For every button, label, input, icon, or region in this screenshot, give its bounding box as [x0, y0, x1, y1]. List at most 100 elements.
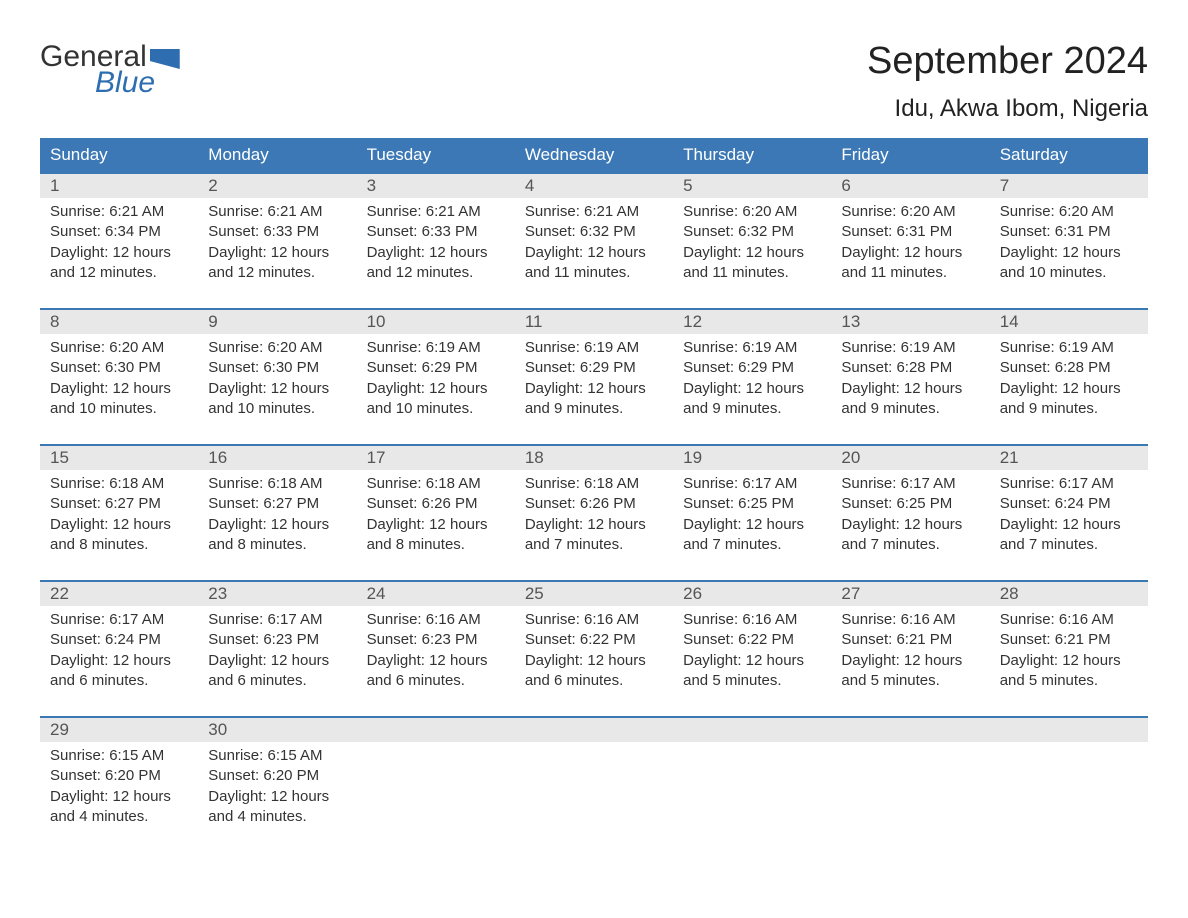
sunrise-text: Sunrise: 6:18 AM [367, 474, 505, 494]
sunset-text: Sunset: 6:34 PM [50, 222, 188, 242]
sunset-text: Sunset: 6:23 PM [367, 630, 505, 650]
sunset-text: Sunset: 6:28 PM [1000, 358, 1138, 378]
day-cell: Sunrise: 6:18 AMSunset: 6:27 PMDaylight:… [198, 470, 356, 580]
day-cell: Sunrise: 6:18 AMSunset: 6:27 PMDaylight:… [40, 470, 198, 580]
sunrise-text: Sunrise: 6:18 AM [50, 474, 188, 494]
daylight-text-2: and 4 minutes. [50, 807, 188, 827]
week-row: 22232425262728Sunrise: 6:17 AMSunset: 6:… [40, 580, 1148, 716]
sunset-text: Sunset: 6:21 PM [841, 630, 979, 650]
sunset-text: Sunset: 6:31 PM [841, 222, 979, 242]
daylight-text-2: and 8 minutes. [50, 535, 188, 555]
day-number-row: 891011121314 [40, 310, 1148, 334]
daylight-text-2: and 11 minutes. [841, 263, 979, 283]
sunrise-text: Sunrise: 6:17 AM [683, 474, 821, 494]
sunset-text: Sunset: 6:24 PM [50, 630, 188, 650]
day-number: 25 [515, 582, 673, 606]
day-content-row: Sunrise: 6:18 AMSunset: 6:27 PMDaylight:… [40, 470, 1148, 580]
daylight-text-1: Daylight: 12 hours [525, 651, 663, 671]
day-number: 5 [673, 174, 831, 198]
daylight-text-2: and 11 minutes. [683, 263, 821, 283]
day-number: 14 [990, 310, 1148, 334]
daylight-text-2: and 8 minutes. [367, 535, 505, 555]
daylight-text-1: Daylight: 12 hours [367, 515, 505, 535]
daylight-text-2: and 9 minutes. [683, 399, 821, 419]
day-cell [831, 742, 989, 852]
sunrise-text: Sunrise: 6:21 AM [367, 202, 505, 222]
daylight-text-2: and 6 minutes. [50, 671, 188, 691]
weekday-tue: Tuesday [357, 138, 515, 172]
day-cell: Sunrise: 6:20 AMSunset: 6:31 PMDaylight:… [831, 198, 989, 308]
daylight-text-2: and 9 minutes. [525, 399, 663, 419]
day-number: 26 [673, 582, 831, 606]
day-number [990, 718, 1148, 742]
header: General Blue September 2024 Idu, Akwa Ib… [40, 40, 1148, 123]
sunset-text: Sunset: 6:30 PM [208, 358, 346, 378]
day-number: 17 [357, 446, 515, 470]
day-number: 16 [198, 446, 356, 470]
weekday-mon: Monday [198, 138, 356, 172]
sunset-text: Sunset: 6:33 PM [367, 222, 505, 242]
daylight-text-1: Daylight: 12 hours [841, 379, 979, 399]
day-number: 11 [515, 310, 673, 334]
day-number: 22 [40, 582, 198, 606]
day-cell: Sunrise: 6:15 AMSunset: 6:20 PMDaylight:… [40, 742, 198, 852]
day-number: 19 [673, 446, 831, 470]
day-number-row: 22232425262728 [40, 582, 1148, 606]
sunset-text: Sunset: 6:25 PM [841, 494, 979, 514]
weekday-fri: Friday [831, 138, 989, 172]
day-number: 20 [831, 446, 989, 470]
sunset-text: Sunset: 6:31 PM [1000, 222, 1138, 242]
daylight-text-2: and 5 minutes. [1000, 671, 1138, 691]
day-number: 28 [990, 582, 1148, 606]
sunset-text: Sunset: 6:30 PM [50, 358, 188, 378]
sunrise-text: Sunrise: 6:16 AM [841, 610, 979, 630]
day-number: 15 [40, 446, 198, 470]
sunrise-text: Sunrise: 6:21 AM [208, 202, 346, 222]
day-number: 2 [198, 174, 356, 198]
sunset-text: Sunset: 6:23 PM [208, 630, 346, 650]
daylight-text-1: Daylight: 12 hours [50, 243, 188, 263]
daylight-text-1: Daylight: 12 hours [841, 243, 979, 263]
day-cell [990, 742, 1148, 852]
day-cell: Sunrise: 6:17 AMSunset: 6:23 PMDaylight:… [198, 606, 356, 716]
daylight-text-1: Daylight: 12 hours [525, 243, 663, 263]
day-number: 1 [40, 174, 198, 198]
day-cell: Sunrise: 6:16 AMSunset: 6:23 PMDaylight:… [357, 606, 515, 716]
day-content-row: Sunrise: 6:15 AMSunset: 6:20 PMDaylight:… [40, 742, 1148, 852]
day-number: 6 [831, 174, 989, 198]
sunset-text: Sunset: 6:29 PM [683, 358, 821, 378]
daylight-text-2: and 7 minutes. [683, 535, 821, 555]
daylight-text-1: Daylight: 12 hours [1000, 379, 1138, 399]
day-cell [673, 742, 831, 852]
daylight-text-1: Daylight: 12 hours [1000, 651, 1138, 671]
daylight-text-1: Daylight: 12 hours [683, 515, 821, 535]
sunrise-text: Sunrise: 6:16 AM [367, 610, 505, 630]
day-number-row: 2930 [40, 718, 1148, 742]
day-cell [515, 742, 673, 852]
daylight-text-1: Daylight: 12 hours [50, 379, 188, 399]
daylight-text-1: Daylight: 12 hours [683, 243, 821, 263]
day-content-row: Sunrise: 6:17 AMSunset: 6:24 PMDaylight:… [40, 606, 1148, 716]
sunrise-text: Sunrise: 6:19 AM [683, 338, 821, 358]
day-number: 10 [357, 310, 515, 334]
day-cell: Sunrise: 6:19 AMSunset: 6:28 PMDaylight:… [831, 334, 989, 444]
daylight-text-2: and 7 minutes. [841, 535, 979, 555]
daylight-text-2: and 5 minutes. [841, 671, 979, 691]
day-number [831, 718, 989, 742]
day-cell: Sunrise: 6:21 AMSunset: 6:33 PMDaylight:… [357, 198, 515, 308]
sunset-text: Sunset: 6:24 PM [1000, 494, 1138, 514]
weekday-sun: Sunday [40, 138, 198, 172]
logo: General Blue [40, 40, 180, 100]
sunrise-text: Sunrise: 6:20 AM [50, 338, 188, 358]
sunrise-text: Sunrise: 6:19 AM [367, 338, 505, 358]
day-number [673, 718, 831, 742]
day-cell: Sunrise: 6:19 AMSunset: 6:29 PMDaylight:… [515, 334, 673, 444]
day-number: 23 [198, 582, 356, 606]
day-number: 12 [673, 310, 831, 334]
day-number [357, 718, 515, 742]
daylight-text-1: Daylight: 12 hours [208, 515, 346, 535]
daylight-text-2: and 6 minutes. [367, 671, 505, 691]
daylight-text-2: and 5 minutes. [683, 671, 821, 691]
daylight-text-1: Daylight: 12 hours [841, 651, 979, 671]
sunset-text: Sunset: 6:26 PM [367, 494, 505, 514]
